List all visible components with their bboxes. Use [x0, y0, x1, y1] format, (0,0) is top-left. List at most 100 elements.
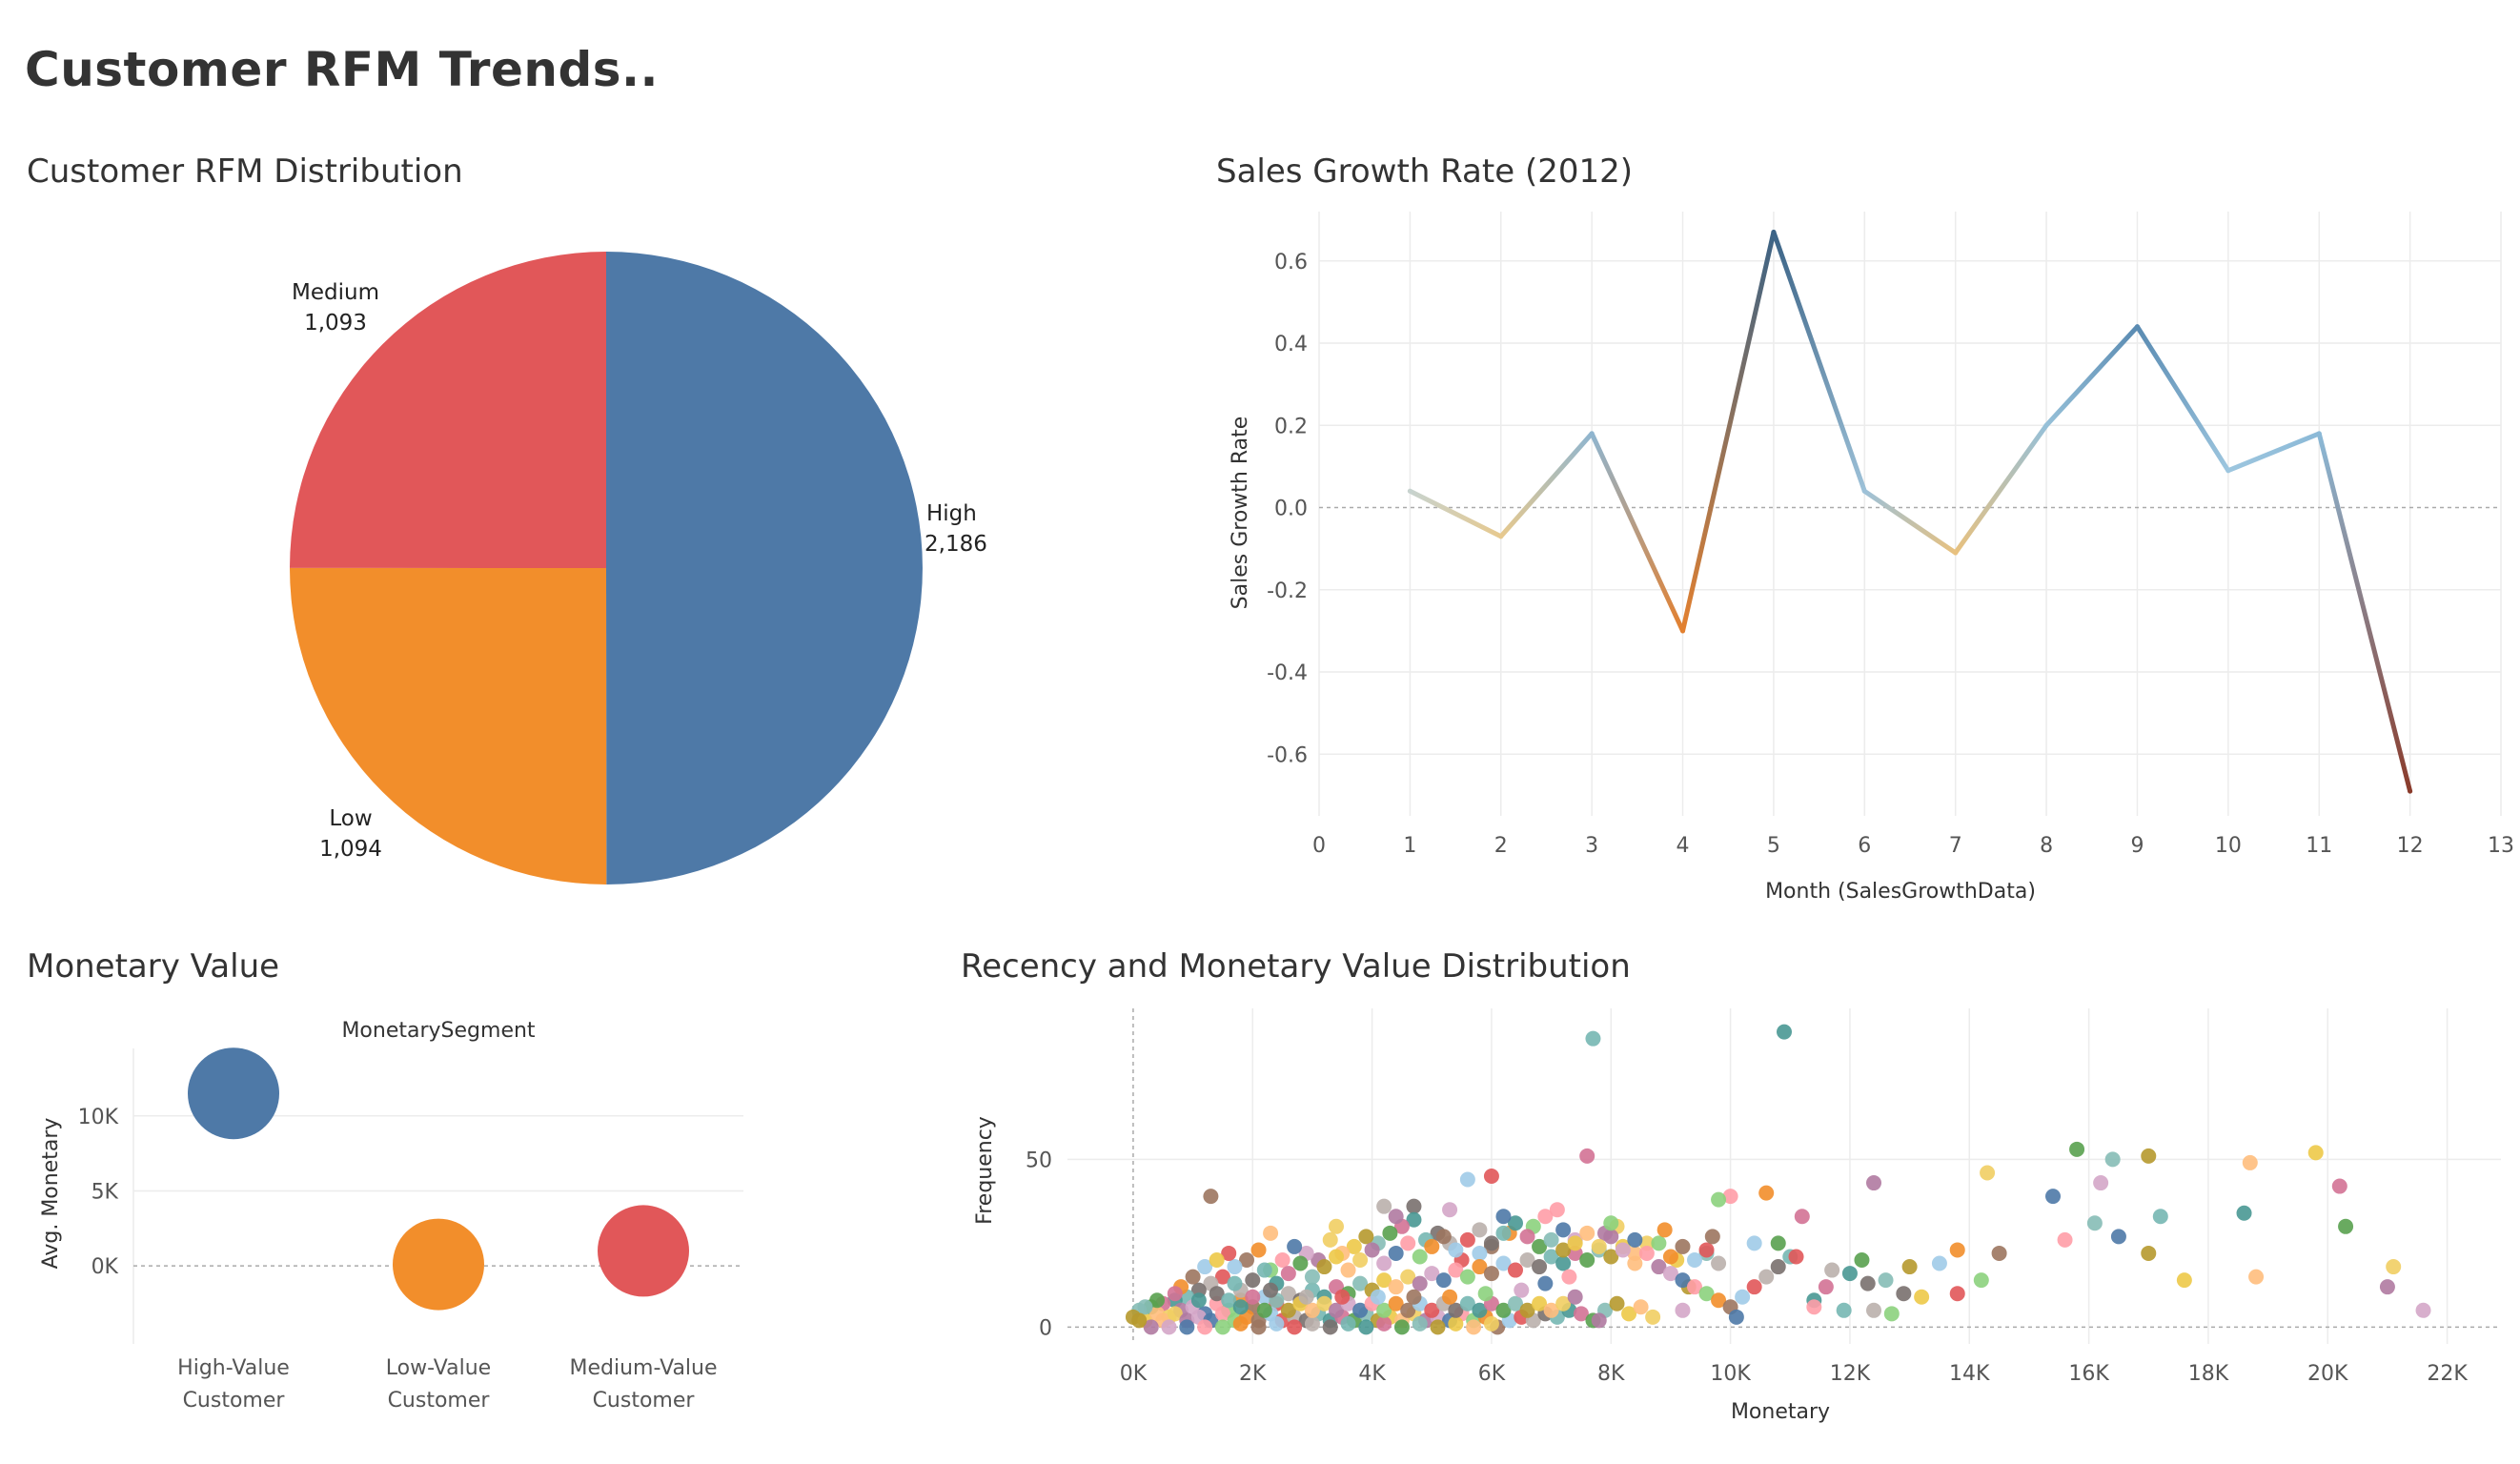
scatter-point: [2248, 1269, 2265, 1285]
line-x-tick-label: 3: [1585, 834, 1598, 858]
scatter-point: [1866, 1175, 1881, 1191]
scatter-point: [1794, 1209, 1810, 1225]
scatter-point: [1770, 1235, 1786, 1251]
scatter-point: [1567, 1289, 1583, 1305]
line-point: [1861, 488, 1867, 494]
scatter-point: [2104, 1151, 2121, 1168]
scatter-point: [1448, 1302, 1464, 1318]
scatter-point: [1287, 1238, 1303, 1254]
scatter-point: [1777, 1024, 1792, 1040]
monetary-bubble-chart: MonetarySegment Avg. Monetary 0K 5K 10K Hig…: [39, 1019, 743, 1413]
scatter-point: [1549, 1202, 1565, 1218]
line-segment: [1589, 431, 1686, 634]
scatter-point: [1232, 1299, 1249, 1315]
line-x-tick-label: 9: [2130, 834, 2144, 858]
scatter-point: [1543, 1249, 1559, 1265]
scatter-point: [1627, 1231, 1643, 1248]
scatter-point: [1376, 1198, 1392, 1214]
scatter-point: [1746, 1235, 1762, 1251]
scatter-point: [1758, 1185, 1775, 1201]
line-y-tick-label: 0.6: [1274, 251, 1308, 274]
line-x-axis-title: Month (SalesGrowthData): [1765, 880, 2036, 904]
line-x-tick-label: 1: [1403, 834, 1416, 858]
scatter-point: [2152, 1209, 2168, 1225]
scatter-point: [1340, 1315, 1356, 1332]
pie-label-low: Low: [329, 806, 372, 831]
scatter-point: [1698, 1286, 1715, 1302]
scatter-point: [1675, 1302, 1691, 1318]
scatter-point: [1537, 1275, 1554, 1291]
scatter-point: [1329, 1302, 1344, 1318]
scatter-y-tick-label: 0: [1039, 1316, 1052, 1340]
scatter-point: [1280, 1266, 1296, 1282]
scatter-point: [1687, 1279, 1702, 1295]
scatter-point: [1256, 1262, 1272, 1278]
scatter-point: [1263, 1282, 1279, 1298]
scatter-point: [1633, 1299, 1649, 1315]
scatter-y-tick-label: 50: [1026, 1149, 1052, 1172]
scatter-point: [1382, 1225, 1398, 1241]
scatter-point: [1532, 1259, 1548, 1275]
bubble-subtitle: MonetarySegment: [341, 1019, 535, 1043]
scatter-point: [1704, 1229, 1720, 1245]
scatter-point: [1412, 1249, 1428, 1265]
line-point: [1953, 550, 1959, 556]
scatter-point: [2331, 1178, 2347, 1194]
scatter-point: [1519, 1302, 1535, 1318]
scatter-point: [1841, 1266, 1858, 1282]
line-y-tick-label: -0.4: [1267, 661, 1308, 685]
scatter-point: [1280, 1286, 1296, 1302]
line-panel-title: Sales Growth Rate (2012): [1216, 152, 1634, 191]
pie-slice-low: [289, 567, 607, 884]
scatter-x-tick-label: 20K: [2307, 1362, 2348, 1386]
bubble-y-tick-label: 10K: [78, 1106, 119, 1129]
line-x-tick-label: 10: [2215, 834, 2242, 858]
pie-slice-medium: [290, 251, 606, 568]
scatter-x-tick-label: 0K: [1120, 1362, 1148, 1386]
scatter-point: [1406, 1289, 1422, 1305]
scatter-point: [1579, 1252, 1595, 1268]
scatter-point: [1287, 1319, 1303, 1335]
bubble-category-label: Customer: [388, 1389, 491, 1413]
scatter-point: [1579, 1225, 1595, 1241]
scatter-point: [1514, 1282, 1530, 1298]
scatter-point: [1508, 1295, 1523, 1312]
pie-value-medium: 1,093: [304, 311, 367, 336]
scatter-point: [1214, 1319, 1230, 1335]
scatter-point: [1435, 1229, 1452, 1245]
scatter-point: [1179, 1319, 1195, 1335]
scatter-point: [1388, 1295, 1404, 1312]
line-segment: [2225, 431, 2322, 474]
scatter-x-tick-label: 10K: [1710, 1362, 1751, 1386]
scatter-point: [1412, 1315, 1428, 1332]
scatter-point: [1424, 1238, 1440, 1254]
scatter-point: [1931, 1255, 1947, 1271]
bubble-y-tick-label: 0K: [91, 1255, 119, 1279]
line-y-tick-label: -0.2: [1267, 580, 1308, 603]
line-x-tick-label: 4: [1677, 834, 1690, 858]
scatter-point: [2307, 1145, 2324, 1161]
scatter-point: [1627, 1245, 1643, 1261]
scatter-point: [1214, 1306, 1230, 1322]
scatter-point: [2093, 1175, 2109, 1191]
scatter-point: [1376, 1255, 1392, 1271]
scatter-point: [1949, 1286, 1965, 1302]
bubble-category-label: Low-Value: [386, 1356, 491, 1380]
scatter-point: [1232, 1315, 1249, 1332]
scatter-point: [1400, 1302, 1416, 1318]
scatter-point: [1149, 1292, 1165, 1309]
scatter-point: [1459, 1231, 1475, 1248]
scatter-point: [1406, 1198, 1422, 1214]
scatter-point: [1466, 1319, 1482, 1335]
scatter-x-tick-label: 18K: [2188, 1362, 2229, 1386]
scatter-point: [1495, 1255, 1512, 1271]
pie-label-high: High: [926, 501, 977, 526]
scatter-point: [2086, 1215, 2103, 1231]
scatter-point: [1735, 1289, 1751, 1305]
scatter-point: [1711, 1292, 1727, 1309]
scatter-point: [1388, 1209, 1404, 1225]
scatter-point: [1901, 1259, 1918, 1275]
line-y-tick-label: 0.2: [1274, 415, 1308, 438]
scatter-point: [1197, 1319, 1213, 1335]
scatter-point: [1209, 1252, 1225, 1268]
